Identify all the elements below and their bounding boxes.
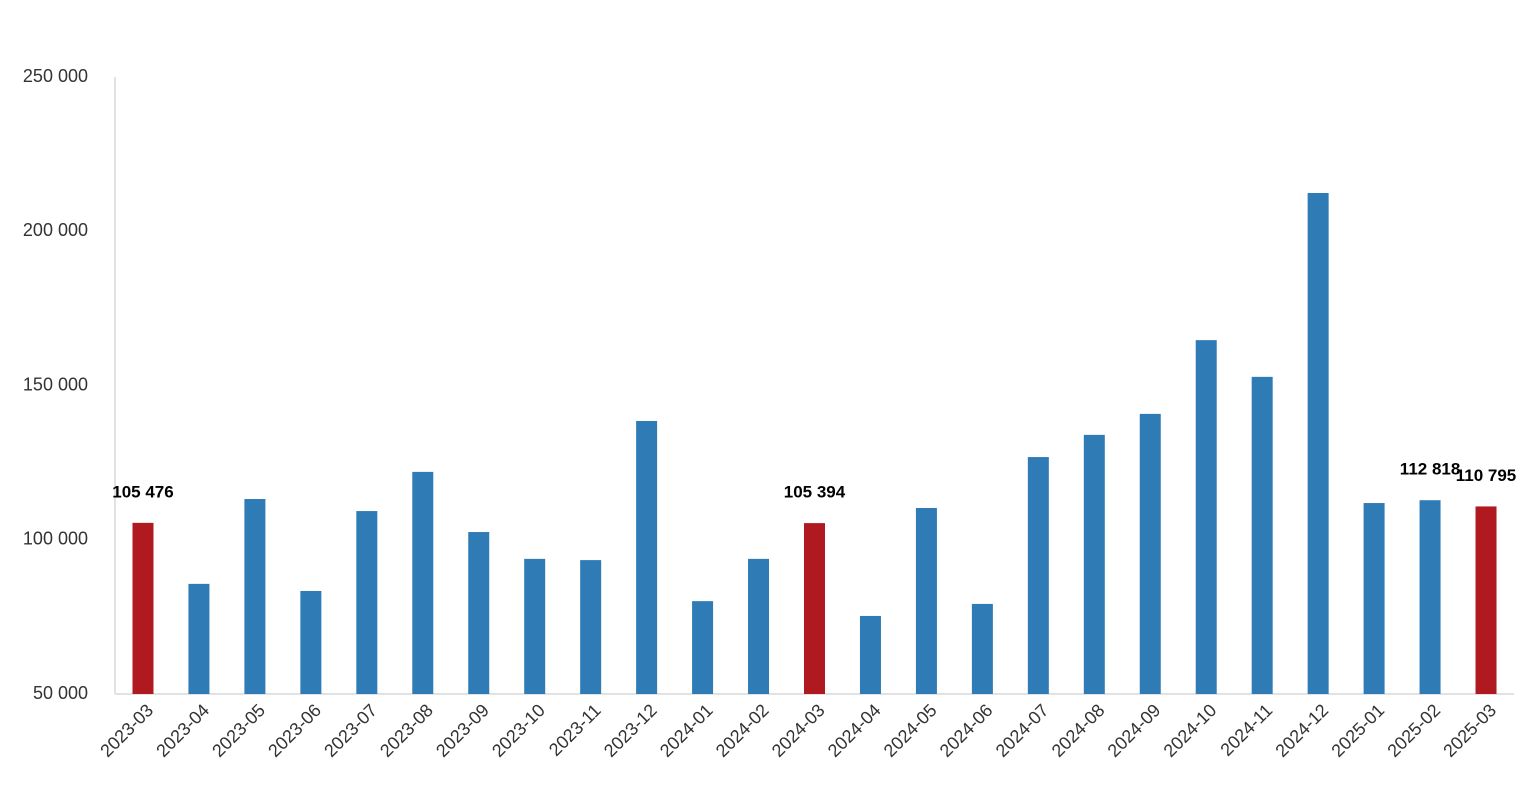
bar <box>692 601 714 694</box>
x-tick-label: 2025-02 <box>1383 700 1444 761</box>
x-tick-label: 2024-04 <box>824 700 885 761</box>
x-tick-label: 2023-12 <box>600 700 661 761</box>
x-tick-label: 2024-10 <box>1160 700 1221 761</box>
x-tick-label: 2023-07 <box>320 700 381 761</box>
bar <box>244 499 266 694</box>
x-tick-label: 2024-05 <box>880 700 941 761</box>
bar <box>1419 500 1441 694</box>
value-label: 105 476 <box>112 482 173 501</box>
bar <box>1475 506 1497 694</box>
bar <box>804 523 825 694</box>
bar <box>412 471 434 694</box>
bar <box>580 560 602 694</box>
y-tick-label: 250 000 <box>23 66 88 86</box>
x-tick-label: 2024-01 <box>656 700 717 761</box>
x-tick-label: 2024-12 <box>1271 700 1332 761</box>
x-tick-label: 2023-09 <box>432 700 493 761</box>
x-tick-label: 2024-11 <box>1216 700 1276 760</box>
bar <box>1363 503 1385 694</box>
bar <box>859 615 881 694</box>
value-label: 105 394 <box>784 483 846 502</box>
x-tick-label: 2023-03 <box>96 700 157 761</box>
y-tick-label: 150 000 <box>23 374 88 394</box>
bar <box>748 558 770 694</box>
bar <box>971 603 993 694</box>
x-tick-label: 2023-10 <box>488 700 549 761</box>
bar <box>1251 376 1273 694</box>
x-tick-label: 2024-06 <box>936 700 997 761</box>
x-tick-label: 2023-06 <box>264 700 325 761</box>
x-tick-label: 2023-11 <box>545 700 605 760</box>
bar <box>524 558 546 694</box>
bar <box>300 590 322 694</box>
x-tick-label: 2024-09 <box>1104 700 1165 761</box>
y-tick-label: 100 000 <box>23 529 88 549</box>
value-label: 112 818 <box>1400 460 1461 479</box>
bar <box>468 532 490 694</box>
y-tick-label: 50 000 <box>33 683 88 703</box>
y-tick-label: 200 000 <box>23 220 88 240</box>
x-tick-label: 2024-07 <box>992 700 1053 761</box>
bar <box>1027 457 1049 694</box>
x-tick-label: 2023-04 <box>152 700 213 761</box>
x-tick-label: 2024-02 <box>712 700 773 761</box>
bar <box>1195 340 1217 694</box>
bar <box>188 583 210 694</box>
bar <box>915 507 937 694</box>
x-tick-label: 2023-08 <box>376 700 437 761</box>
bar <box>1139 413 1161 694</box>
x-tick-label: 2025-01 <box>1327 700 1388 761</box>
x-tick-label: 2024-03 <box>768 700 829 761</box>
bar <box>1307 192 1329 694</box>
x-tick-label: 2024-08 <box>1048 700 1109 761</box>
bar <box>132 522 154 694</box>
bar <box>1083 434 1105 694</box>
bar <box>356 511 378 694</box>
x-tick-label: 2023-05 <box>208 700 269 761</box>
x-tick-label: 2025-03 <box>1439 700 1500 761</box>
bar <box>636 420 658 694</box>
value-label: 110 795 <box>1456 466 1517 485</box>
